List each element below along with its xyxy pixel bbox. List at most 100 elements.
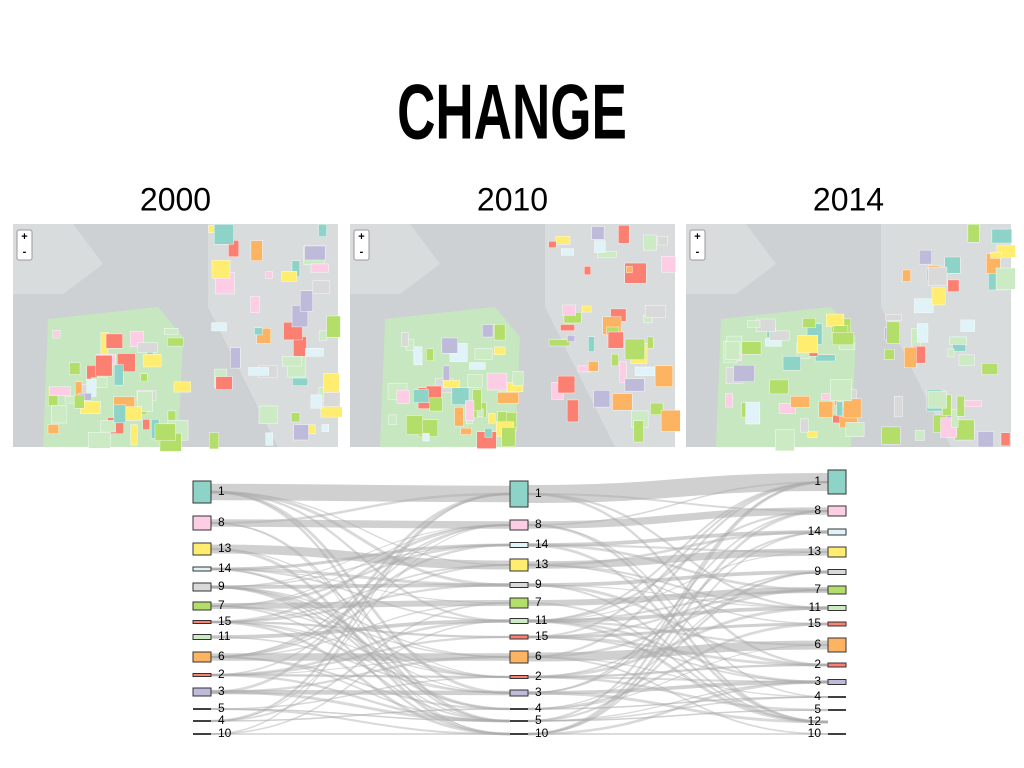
map-tract [293,424,309,441]
map-tract [100,420,116,433]
node-box [192,566,212,572]
node-box [827,637,847,653]
flow [527,548,829,569]
flow [527,680,829,695]
map-tract [143,354,162,368]
flow [527,480,829,659]
flow [210,523,511,624]
flow [210,567,511,711]
node-box [827,621,847,627]
flow [527,523,829,724]
map-tract [1000,432,1011,447]
map-tract [47,424,59,435]
flow [210,568,511,722]
map-tract [657,236,668,246]
node-box [509,558,529,572]
node-box [827,569,847,575]
map-tract [747,320,761,328]
flow [527,602,829,723]
flow [210,492,511,723]
map-tract [650,402,664,416]
map-tract [164,328,179,335]
node-box [827,546,847,558]
map-tract [113,404,126,424]
zoom-out[interactable]: - [360,246,364,258]
zoom-in[interactable]: + [21,231,27,243]
node-label: 15 [535,629,549,643]
flow [527,531,829,735]
map-tract [884,349,895,360]
map-tract [474,348,493,360]
map-tract [591,226,605,240]
node-label: 10 [535,726,549,740]
map-tract [426,348,434,361]
node-label: 8 [814,503,821,517]
map-tract [323,373,340,393]
flow [210,493,511,735]
map-tract [802,318,816,328]
flow [527,583,829,667]
flow [210,543,511,659]
node-label: 1 [218,484,225,498]
map-tract [281,271,298,282]
flow [210,524,511,722]
map-tract [496,392,519,404]
map-tract [826,313,845,327]
map-tract [927,266,948,286]
zoom-control [353,229,370,261]
node-box [509,480,529,508]
map-tract [472,389,482,411]
zoom-in[interactable]: + [694,231,700,243]
flow [527,530,829,547]
node-box [192,601,212,611]
flow [210,490,511,695]
flow [527,675,829,712]
node-box [827,585,847,595]
flow [210,524,511,676]
node-label: 6 [814,637,821,651]
flow [527,696,829,710]
map-tract [482,324,494,338]
year-label: 2014 [813,181,884,217]
map-tract [960,319,975,332]
flow [210,676,511,710]
map-tract [990,251,1002,259]
node-label: 1 [814,474,821,488]
node-label: 4 [814,689,821,703]
node-box [827,605,847,611]
flow [527,563,829,610]
flow [210,522,511,722]
node-label: 9 [535,577,542,591]
node-label: 5 [814,702,821,716]
map-tract [211,260,231,279]
map-tract [782,356,801,371]
map-tract [790,396,811,408]
map-tract [886,321,901,344]
node-label: 2 [814,657,821,671]
map-tract [654,365,673,387]
map-tract [914,298,934,314]
zoom-out[interactable]: - [696,246,700,258]
map-tract [137,342,158,353]
map-tract [567,335,576,342]
map-tract [561,248,574,256]
map-tract [321,424,329,432]
map: +- [350,224,681,449]
map-tract [977,431,994,448]
map-tract [265,432,274,446]
map-tract [265,271,273,279]
zoom-out[interactable]: - [23,246,27,258]
map-tract [914,430,925,441]
map-tract [465,400,475,422]
flow [210,519,511,529]
map-tract [299,290,313,312]
flow [210,621,511,678]
map-tract [725,393,733,408]
flow [210,483,511,503]
map-tract [661,256,676,273]
map-tract [588,361,599,372]
slide-title: CHANGE [397,70,627,157]
node-box [509,689,529,697]
zoom-in[interactable]: + [358,231,364,243]
